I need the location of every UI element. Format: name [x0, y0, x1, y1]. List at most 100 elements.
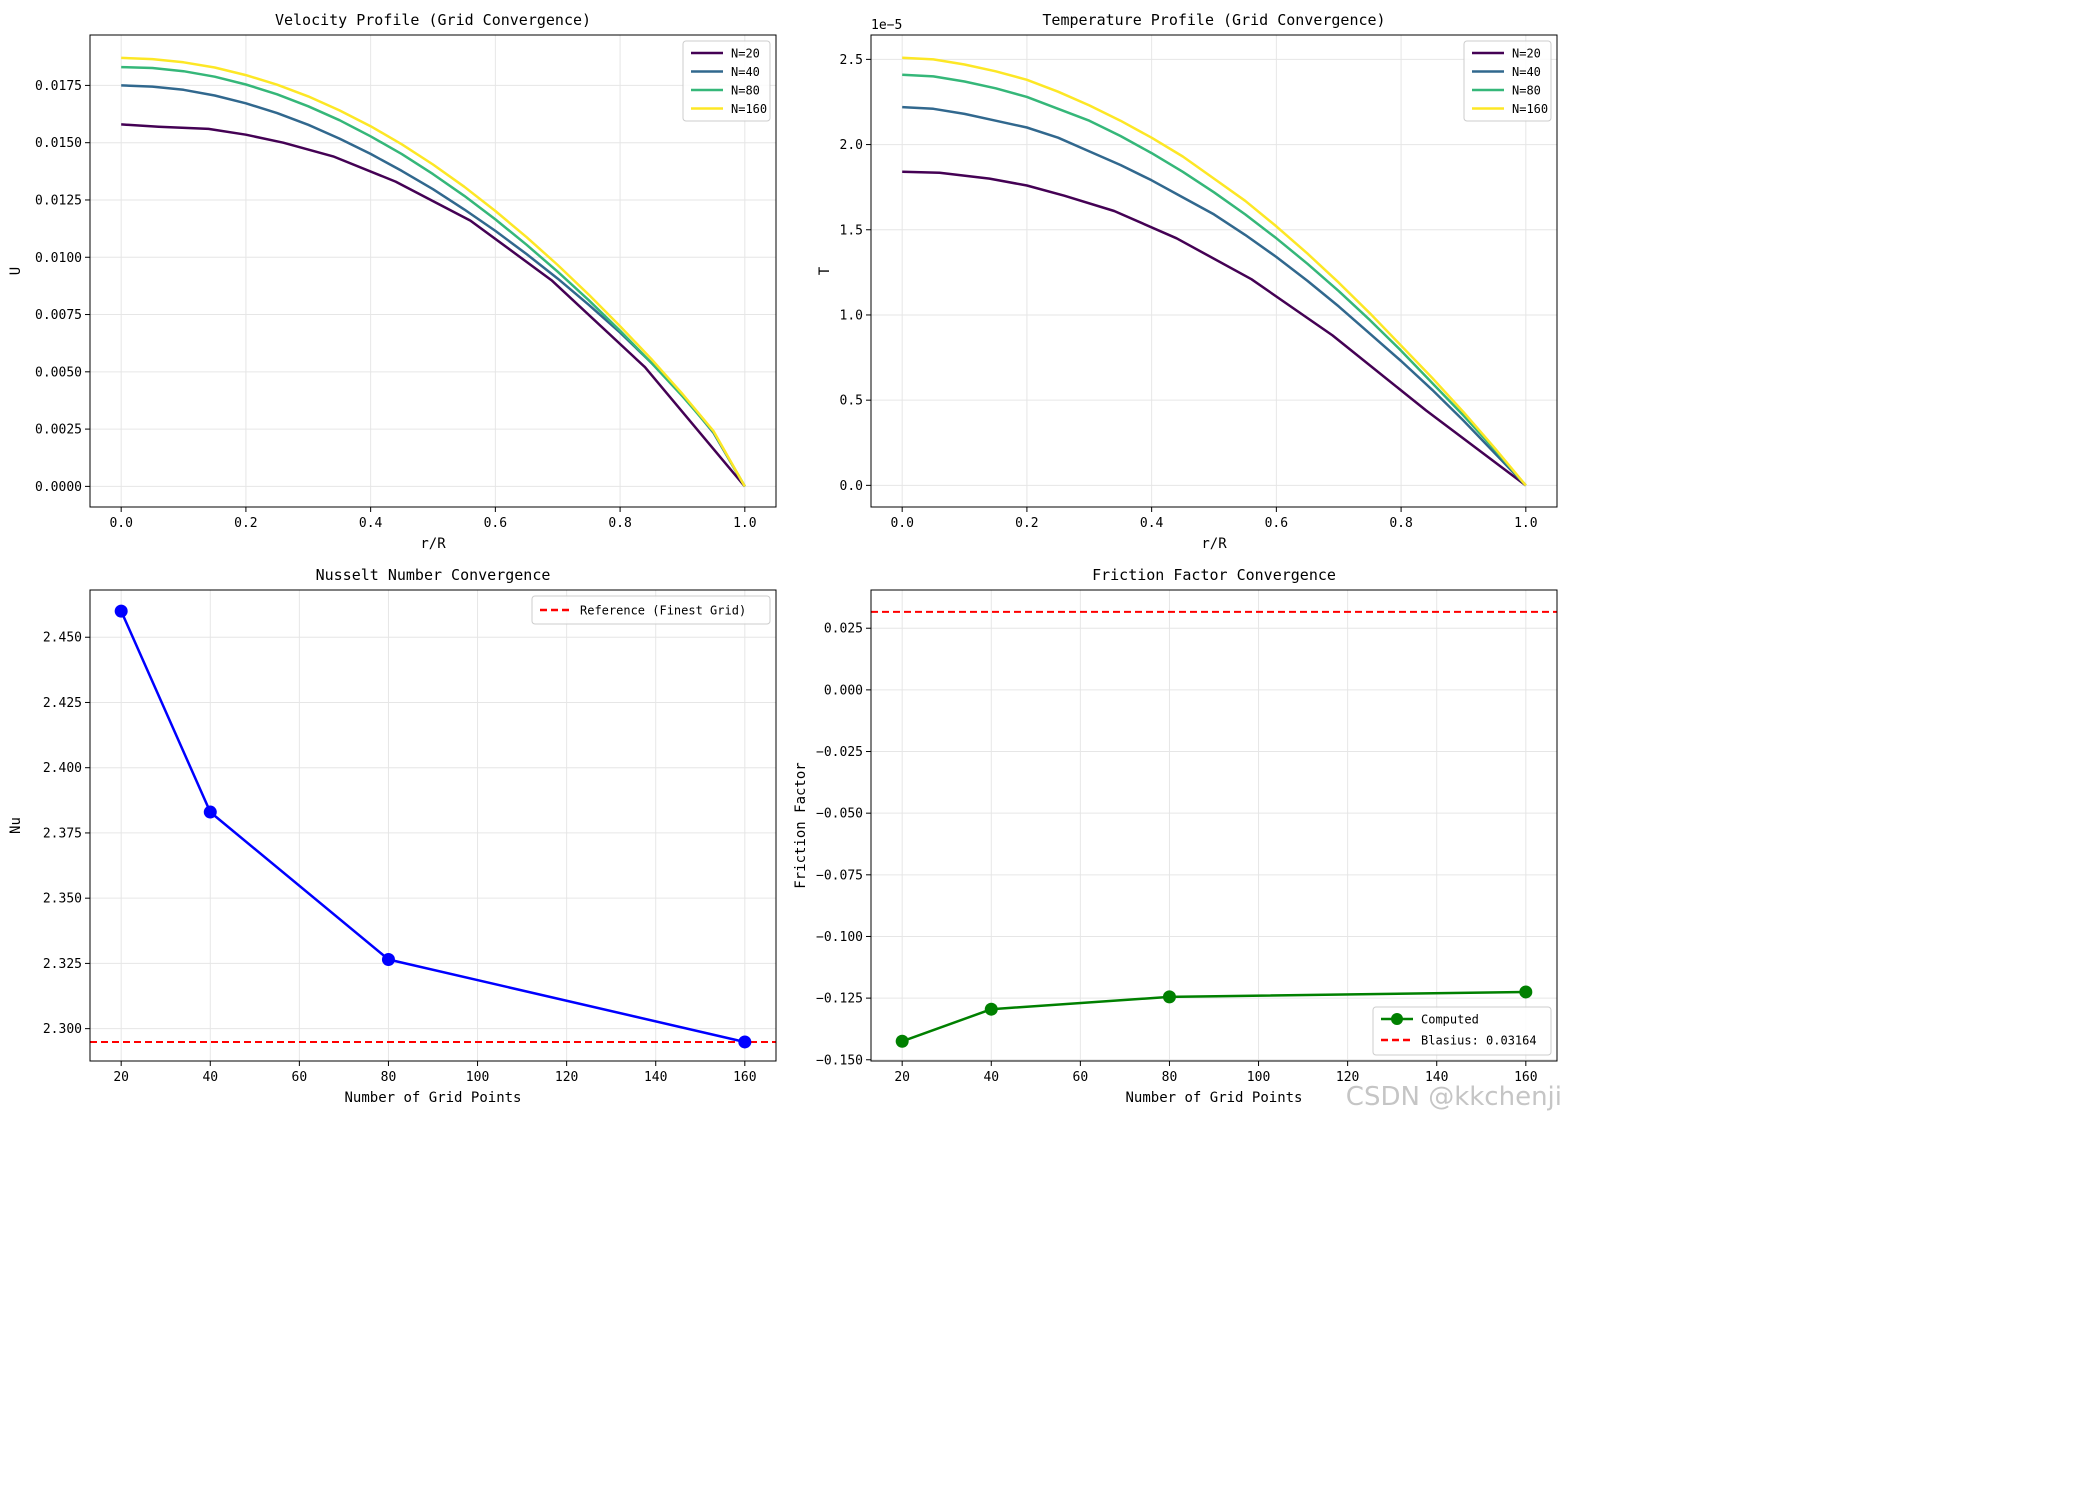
y-tick-label: 0.0150 — [35, 136, 82, 151]
axes-frame — [89, 589, 777, 1062]
data-point — [114, 604, 128, 618]
legend: Computed Blasius: 0.03164 — [1372, 1006, 1552, 1056]
y-axis-label: Nu — [8, 817, 24, 834]
legend: N=20 N=40 N=80 N=160 — [1463, 40, 1552, 122]
legend-label: N=160 — [1512, 102, 1548, 116]
y-tick-label: 0.000 — [824, 683, 863, 698]
legend-box — [531, 595, 771, 625]
y-tick-label: 1.0 — [840, 308, 863, 323]
legend-marker — [1391, 1013, 1403, 1025]
data-point — [738, 1035, 752, 1049]
y-axis-label: T — [817, 266, 833, 275]
legend-label: N=80 — [731, 84, 760, 98]
data-point — [895, 1034, 909, 1048]
series-line-main — [120, 610, 746, 1044]
series-line-n-40 — [902, 105, 1527, 487]
y-tick-label: 0.0000 — [35, 480, 82, 495]
y-tick-label: 2.425 — [43, 696, 82, 711]
data-point — [203, 805, 217, 819]
y-tick-label: 2.400 — [43, 761, 82, 776]
y-tick-label: −0.050 — [816, 807, 863, 822]
y-tick-label: −0.150 — [816, 1053, 863, 1068]
data-point — [1519, 985, 1533, 999]
x-tick-label: 0.0 — [890, 516, 913, 531]
legend-box — [1463, 40, 1552, 122]
x-tick-label: 0.4 — [359, 516, 383, 531]
y-tick-label: 0.0 — [840, 479, 863, 494]
legend-box — [682, 40, 771, 122]
watermark: CSDN @kkchenji — [1345, 1082, 1562, 1112]
y-tick-label: 2.300 — [43, 1022, 82, 1037]
x-tick-label: 100 — [1247, 1070, 1270, 1085]
data-point — [1162, 990, 1176, 1004]
x-tick-label: 140 — [644, 1070, 667, 1085]
x-axis-label: r/R — [420, 536, 446, 552]
x-tick-label: 1.0 — [1514, 516, 1537, 531]
x-axis-label: Number of Grid Points — [1125, 1090, 1302, 1106]
series-line-n-20 — [121, 123, 746, 488]
y-tick-label: 2.0 — [840, 138, 863, 153]
x-tick-label: 20 — [113, 1070, 129, 1085]
y-tick-label: 2.375 — [43, 826, 82, 841]
legend-label: N=80 — [1512, 84, 1541, 98]
y-tick-label: 0.0025 — [35, 423, 82, 438]
subplot-1: 0.0 0.2 0.4 0.6 0.8 1.0 0.0000 0.0025 0.0050 0.00… — [8, 11, 777, 552]
series-line-n-40 — [121, 84, 746, 488]
y-tick-label: 1.5 — [840, 223, 863, 238]
x-tick-label: 40 — [202, 1070, 218, 1085]
axis-offset-text: 1e−5 — [871, 18, 902, 33]
x-tick-label: 0.6 — [484, 516, 507, 531]
legend-label: N=40 — [1512, 65, 1541, 79]
legend-label: Computed — [1421, 1013, 1479, 1027]
x-tick-label: 0.8 — [1389, 516, 1412, 531]
chart-title: Friction Factor Convergence — [1092, 566, 1336, 584]
x-tick-label: 120 — [1336, 1070, 1359, 1085]
x-tick-label: 0.6 — [1265, 516, 1288, 531]
x-tick-label: 1.0 — [733, 516, 756, 531]
subplot-4: 20 40 60 80 100 120 140 160 −0.150 −0.125 −0.100 −0… — [793, 566, 1558, 1106]
y-tick-label: 0.5 — [840, 394, 863, 409]
x-tick-label: 80 — [1162, 1070, 1178, 1085]
x-axis-label: r/R — [1201, 536, 1227, 552]
axes-frame — [870, 34, 1558, 508]
x-tick-label: 60 — [1073, 1070, 1089, 1085]
legend: Reference (Finest Grid) — [531, 595, 771, 625]
y-tick-label: 0.0050 — [35, 365, 82, 380]
legend-box — [1372, 1006, 1552, 1056]
series-line-n-160 — [902, 56, 1527, 487]
x-tick-label: 160 — [733, 1070, 756, 1085]
y-tick-label: 2.5 — [840, 53, 863, 68]
x-tick-label: 0.4 — [1140, 516, 1164, 531]
x-axis-label: Number of Grid Points — [344, 1090, 521, 1106]
chart-title: Velocity Profile (Grid Convergence) — [275, 11, 591, 29]
x-tick-label: 140 — [1425, 1070, 1448, 1085]
x-tick-label: 0.8 — [608, 516, 631, 531]
x-tick-label: 80 — [381, 1070, 397, 1085]
legend-label: Reference (Finest Grid) — [580, 604, 746, 618]
x-tick-label: 0.2 — [1015, 516, 1038, 531]
x-tick-label: 120 — [555, 1070, 578, 1085]
x-tick-label: 60 — [292, 1070, 308, 1085]
y-tick-label: 0.0100 — [35, 251, 82, 266]
chart-title: Nusselt Number Convergence — [316, 566, 551, 584]
series-line-n-160 — [121, 56, 746, 488]
y-axis-label: Friction Factor — [793, 762, 809, 888]
legend-label: N=160 — [731, 102, 767, 116]
y-tick-label: 0.0175 — [35, 79, 82, 94]
subplot-2: 0.0 0.2 0.4 0.6 0.8 1.0 0.0 0.5 1.0 1.5 2.0 2.5 Temp… — [817, 11, 1558, 552]
y-tick-label: −0.025 — [816, 745, 863, 760]
legend-label: N=20 — [731, 47, 760, 61]
y-tick-label: −0.125 — [816, 992, 863, 1007]
y-tick-label: 2.450 — [43, 631, 82, 646]
x-tick-label: 0.2 — [234, 516, 257, 531]
series-line-n-80 — [121, 65, 746, 488]
x-tick-label: 100 — [466, 1070, 489, 1085]
figure: 0.0 0.2 0.4 0.6 0.8 1.00.00000.00250.00500.00… — [8, 11, 1558, 1106]
legend-label: N=40 — [731, 65, 760, 79]
y-tick-label: 0.0125 — [35, 193, 82, 208]
x-tick-label: 40 — [983, 1070, 999, 1085]
data-point — [984, 1002, 998, 1016]
series-line-computed — [901, 990, 1526, 1043]
y-tick-label: 2.325 — [43, 957, 82, 972]
legend: N=20 N=40 N=80 N=160 — [682, 40, 771, 122]
